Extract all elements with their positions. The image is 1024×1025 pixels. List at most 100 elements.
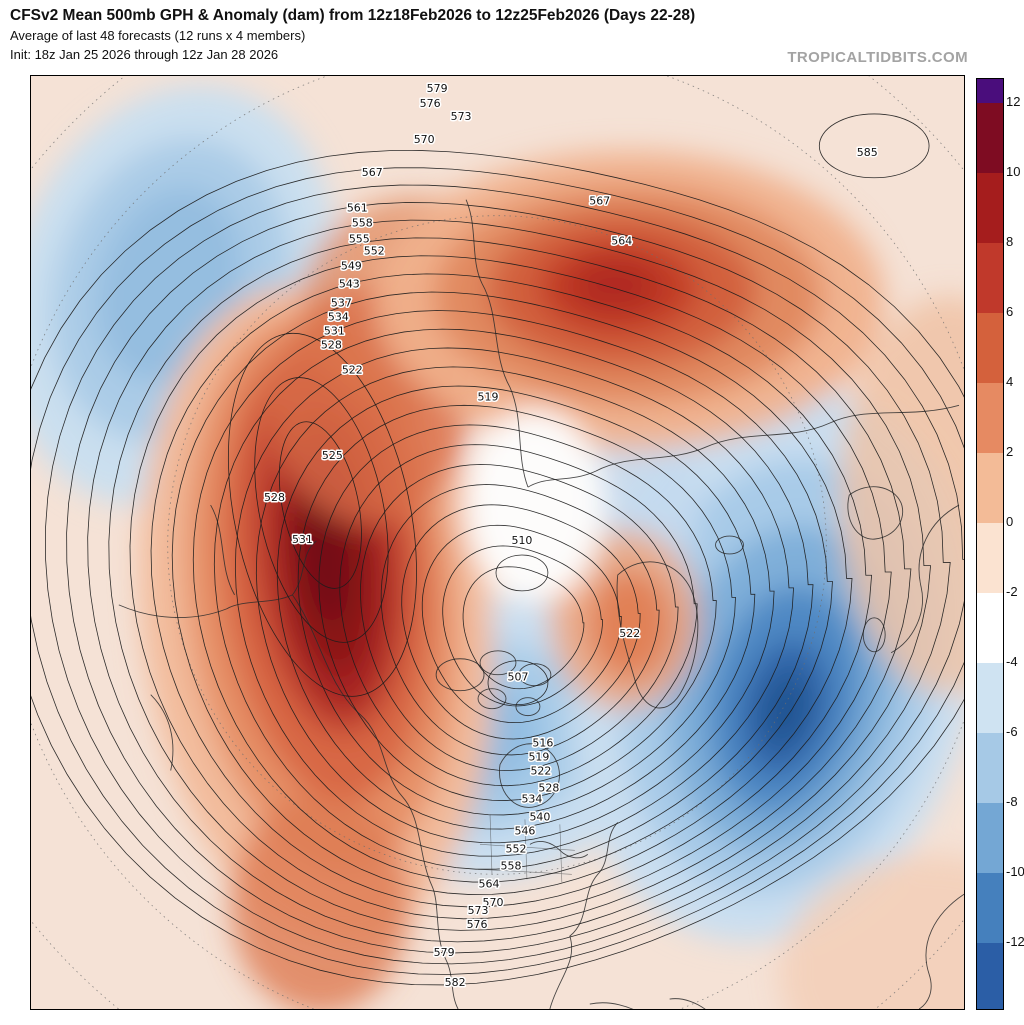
colorbar-tick: 10 <box>1006 164 1021 179</box>
colorbar-tick: 4 <box>1006 374 1014 389</box>
contour-label: 576 <box>467 918 488 931</box>
siberia-coast <box>465 199 529 488</box>
colorbar-tick: 6 <box>1006 304 1014 319</box>
colorbar-labels: 12 10 8 6 4 2 0 -2 -4 -6 -8 -10 -12 <box>1006 78 1024 1008</box>
contour-label: 570 <box>414 133 435 146</box>
height-contour <box>297 404 736 816</box>
colorbar-segment <box>977 383 1003 453</box>
contour-label: 528 <box>321 338 342 351</box>
height-contour <box>401 504 641 740</box>
closed-ridge-contour <box>278 421 362 589</box>
colorbar-tick: 2 <box>1006 444 1014 459</box>
iceland <box>715 535 744 555</box>
colorbar-segment <box>977 733 1003 803</box>
colorbar-tick: 8 <box>1006 234 1014 249</box>
colorbar-tick: 12 <box>1006 94 1021 109</box>
closed-high-contour <box>818 113 930 179</box>
contour-label: 519 <box>528 751 549 764</box>
colorbar-tick: -2 <box>1006 584 1018 599</box>
positive-anomaly-europe-edge <box>839 295 964 695</box>
contour-label: 531 <box>324 324 345 337</box>
contour-label: 534 <box>521 792 542 805</box>
caribbean <box>589 998 706 1009</box>
watermark-tropicaltidbits: TROPICALTIDBITS.COM <box>787 49 968 66</box>
colorbar-segment <box>977 79 1003 103</box>
height-contour <box>129 255 892 920</box>
colorbar-segment <box>977 173 1003 243</box>
contour-label: 537 <box>331 297 352 310</box>
map-svg: 5795765735705675615585555525495435375345… <box>31 76 964 1009</box>
arctic-island <box>477 688 507 710</box>
contour-label: 528 <box>538 781 559 794</box>
contour-label: 540 <box>529 810 550 823</box>
header: CFSv2 Mean 500mb GPH & Anomaly (dam) fro… <box>10 5 695 64</box>
contour-label: 528 <box>264 491 285 504</box>
height-contour <box>421 524 622 724</box>
contour-label: 531 <box>292 533 313 546</box>
height-contour <box>360 464 679 771</box>
contour-label: 579 <box>434 946 455 959</box>
height-contour <box>66 202 951 954</box>
contour-label: 579 <box>427 82 448 95</box>
japan-arc <box>150 694 174 771</box>
colorbar <box>976 78 1004 1010</box>
neutral-zone-pole <box>465 410 605 600</box>
height-contour <box>339 444 698 787</box>
arctic-island <box>479 650 517 676</box>
contour-label: 552 <box>364 245 385 258</box>
colorbar-tick: 0 <box>1006 514 1014 529</box>
arctic-island <box>515 697 541 717</box>
height-contour <box>276 385 756 830</box>
contour-label: 552 <box>505 842 526 855</box>
hudson-bay <box>499 743 560 808</box>
chart-title: CFSv2 Mean 500mb GPH & Anomaly (dam) fro… <box>10 7 696 24</box>
contour-label: 546 <box>514 824 535 837</box>
europe-coast <box>890 504 960 654</box>
contour-label: 525 <box>322 449 343 462</box>
kamchatka <box>210 504 235 596</box>
great-lakes <box>529 841 589 859</box>
colorbar-segment <box>977 803 1003 873</box>
contour-label: 573 <box>451 110 472 123</box>
contour-label: 543 <box>339 278 360 291</box>
coastline <box>292 594 459 1009</box>
height-contour <box>442 545 603 707</box>
contour-label: 576 <box>420 97 441 110</box>
coastline <box>549 822 619 1009</box>
contour-label: 570 <box>483 896 504 909</box>
contour-label: 510 <box>511 534 532 547</box>
map-frame: 579 576 573 570 567 561 558 555 552 549 543 537 534 5… <box>30 75 965 1010</box>
colorbar-segment <box>977 593 1003 663</box>
contour-label: 522 <box>342 363 363 376</box>
colorbar-segment <box>977 103 1003 173</box>
height-contour <box>255 366 775 844</box>
contour-label: 507 <box>507 671 528 684</box>
contour-label: 558 <box>501 859 522 872</box>
height-contour <box>45 184 964 965</box>
height-contour <box>87 219 932 943</box>
contour-label: 522 <box>530 765 551 778</box>
greenland-outline <box>616 561 699 709</box>
height-contour <box>380 484 660 756</box>
height-contour <box>31 150 964 986</box>
contour-label: 558 <box>352 217 373 230</box>
positive-anomaly-south-arm <box>230 794 411 1009</box>
height-contour <box>171 291 853 895</box>
colorbar-tick: -6 <box>1006 724 1018 739</box>
colorbar-segment <box>977 313 1003 383</box>
closed-low-contour <box>487 660 549 706</box>
colorbar-segment <box>977 453 1003 523</box>
british-isles <box>862 617 886 653</box>
height-contour <box>318 424 717 801</box>
contour-label: 561 <box>347 202 368 215</box>
arctic-island <box>435 658 485 692</box>
contour-label: 549 <box>341 260 362 273</box>
closed-ridge-contour <box>227 332 417 697</box>
contour-label: 567 <box>362 166 383 179</box>
contour-label: 567 <box>589 195 610 208</box>
scandinavia <box>847 486 904 540</box>
contour-label: 573 <box>468 904 489 917</box>
colorbar-tick: -4 <box>1006 654 1018 669</box>
colorbar-tick: -10 <box>1006 864 1024 879</box>
colorbar-tick: -12 <box>1006 934 1024 949</box>
